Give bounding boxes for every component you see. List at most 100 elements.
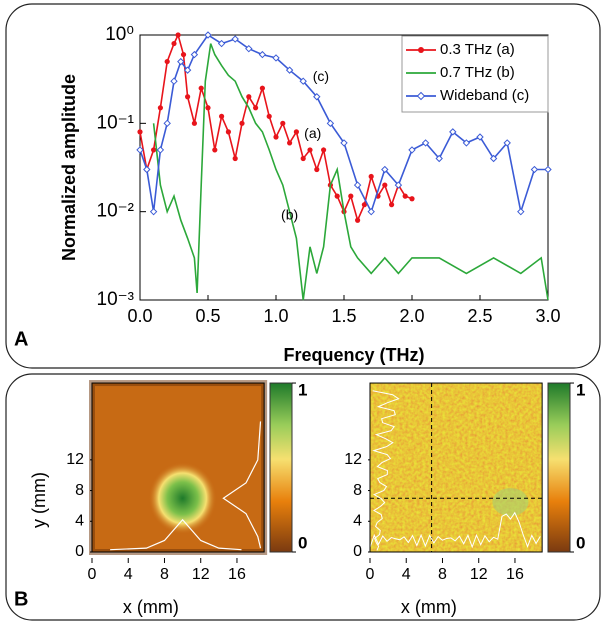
y-tick-label: 4 (353, 512, 362, 529)
marker (190, 50, 199, 59)
marker (239, 120, 245, 126)
marker (394, 181, 403, 189)
marker (212, 147, 218, 153)
y-axis-label: y (mm) (29, 472, 49, 528)
marker (293, 129, 299, 135)
marker (381, 165, 389, 174)
marker (191, 120, 197, 126)
legend-label: Wideband (c) (440, 87, 529, 104)
annotation: (c) (313, 68, 329, 84)
y-tick-label: 10⁰ (105, 24, 134, 45)
marker (163, 119, 171, 128)
annotation: (b) (281, 206, 298, 222)
heatmap-frame (91, 382, 265, 553)
marker (198, 85, 204, 91)
marker (232, 155, 238, 162)
y-tick-label: 12 (344, 451, 362, 468)
marker (313, 93, 321, 101)
colorbar (269, 382, 293, 553)
marker (285, 66, 294, 74)
marker (489, 154, 498, 163)
y-tick-label: 8 (75, 482, 84, 499)
marker (340, 139, 348, 147)
marker (149, 207, 158, 216)
marker (355, 217, 361, 223)
marker (503, 139, 511, 147)
x-tick-label: 16 (506, 566, 524, 583)
x-tick-label: 2.0 (399, 306, 424, 326)
colorbar-tick-label: 1 (298, 381, 307, 400)
legend-marker (418, 47, 424, 53)
series-line (152, 43, 549, 301)
marker (314, 166, 320, 173)
marker (231, 35, 239, 43)
marker (156, 146, 165, 154)
marker (287, 140, 293, 146)
x-axis-label: Frequency (THz) (283, 345, 424, 365)
marker (334, 193, 340, 199)
marker (185, 94, 191, 100)
marker (136, 146, 144, 154)
x-tick-label: 0.0 (127, 306, 152, 326)
colorbar-tick-label: 0 (576, 533, 585, 552)
x-tick-label: 0 (88, 566, 97, 583)
marker (259, 85, 265, 91)
marker (217, 39, 226, 48)
marker (421, 139, 430, 147)
heatmap-frame (369, 382, 543, 553)
x-tick-label: 0.5 (195, 306, 220, 326)
marker (225, 129, 231, 135)
beam-spot (148, 462, 217, 535)
marker (180, 51, 187, 58)
y-axis-label: Normalized amplitude (59, 74, 79, 261)
x-tick-label: 4 (124, 566, 133, 583)
marker (368, 173, 374, 180)
marker (408, 146, 416, 154)
x-axis-label: x (mm) (123, 597, 179, 617)
marker (175, 32, 181, 38)
marker (409, 196, 415, 202)
marker (402, 193, 408, 199)
marker (280, 120, 286, 126)
plot-area (136, 31, 552, 301)
y-tick-label: 12 (66, 451, 84, 468)
legend-marker (416, 91, 426, 101)
marker (348, 193, 354, 199)
marker (170, 77, 178, 85)
marker (382, 182, 388, 188)
x-tick-label: 2.5 (467, 306, 492, 326)
marker (544, 165, 552, 174)
marker (157, 105, 163, 111)
marker (273, 134, 279, 140)
profile (222, 421, 262, 549)
x-tick-label: 1.5 (331, 306, 356, 326)
marker (205, 105, 211, 111)
y-tick-label: 4 (75, 512, 84, 529)
y-tick-label: 10⁻² (97, 201, 135, 222)
heatmap-noise (370, 383, 543, 552)
x-axis-label: x (mm) (401, 597, 457, 617)
marker (143, 165, 151, 174)
marker (266, 113, 272, 119)
legend-label: 0.3 THz (a) (440, 41, 515, 58)
marker (307, 147, 313, 153)
x-tick-label: 0 (366, 566, 375, 583)
colorbar-tick-label: 1 (576, 381, 585, 400)
x-tick-label: 1.0 (263, 306, 288, 326)
marker (164, 58, 170, 65)
marker (299, 77, 307, 85)
x-tick-label: 4 (402, 566, 411, 583)
panel-label: B (14, 588, 28, 610)
marker (476, 133, 484, 141)
y-tick-label: 0 (75, 543, 84, 560)
x-tick-label: 12 (470, 566, 488, 583)
marker (389, 202, 395, 208)
x-tick-label: 8 (438, 566, 447, 583)
profile (110, 518, 242, 551)
profile (369, 511, 541, 549)
marker (219, 113, 225, 119)
marker (353, 181, 362, 189)
y-tick-label: 10⁻¹ (97, 112, 135, 133)
marker (530, 165, 539, 174)
y-tick-label: 10⁻³ (97, 289, 135, 310)
